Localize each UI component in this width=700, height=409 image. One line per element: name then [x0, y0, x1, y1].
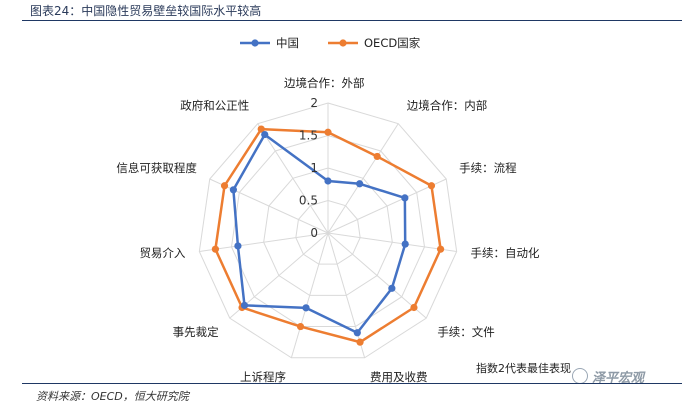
- axis-label: 手续：文件: [437, 325, 495, 339]
- series-point: [211, 245, 220, 253]
- tick-label: 0.5: [299, 194, 318, 208]
- axis-label: 手续：自动化: [471, 246, 540, 260]
- grid-spoke: [199, 232, 329, 252]
- tick-label: 1: [310, 161, 318, 175]
- series-point: [388, 284, 396, 292]
- radar-grid: [198, 102, 458, 359]
- series-point: [220, 182, 229, 190]
- axis-label: 边境合作：外部: [284, 76, 365, 90]
- grid-ring: [198, 102, 458, 359]
- series-point: [229, 186, 237, 194]
- footer-divider: [22, 383, 682, 384]
- series-point: [353, 329, 361, 337]
- axis-label: 事先裁定: [173, 325, 219, 339]
- grid-spoke: [209, 178, 329, 234]
- tick-label: 2: [310, 96, 318, 110]
- axis-label: 政府和公正性: [180, 99, 249, 113]
- series-point: [401, 240, 409, 248]
- grid-ring: [230, 134, 426, 328]
- series-point: [257, 125, 265, 133]
- series-point: [410, 303, 418, 312]
- axis-label: 手续：流程: [459, 161, 517, 175]
- grid-spoke: [290, 232, 329, 358]
- tick-label: 0: [310, 226, 318, 240]
- series-point: [373, 152, 381, 161]
- index-note: 指数2代表最佳表现: [476, 362, 571, 375]
- grid-spoke: [327, 123, 399, 234]
- grid-spoke: [327, 232, 427, 319]
- legend-label: OECD国家: [364, 36, 421, 50]
- series-point: [302, 304, 310, 312]
- grid-ring: [263, 167, 393, 296]
- series-point: [296, 322, 305, 331]
- legend-swatch-marker: [251, 39, 259, 47]
- title-bar: 图表24：中国隐性贸易壁垒较国际水平较高: [22, 0, 682, 21]
- series-point: [261, 130, 269, 139]
- axis-label: 信息可获取程度: [116, 161, 197, 175]
- legend: 中国 OECD国家: [240, 36, 421, 50]
- chart-title: 图表24：中国隐性贸易壁垒较国际水平较高: [30, 4, 262, 18]
- axis-label: 边境合作：内部: [407, 99, 488, 113]
- legend-swatch-marker: [339, 39, 347, 47]
- series-point: [436, 245, 445, 253]
- series-line: [232, 133, 407, 335]
- series-point: [324, 177, 332, 185]
- grid-spoke: [327, 232, 457, 252]
- axis-label: 上诉程序: [240, 370, 286, 384]
- radial-tick-labels: 0 0.5 1 1.5 2: [299, 96, 318, 240]
- legend-label: 中国: [276, 36, 299, 50]
- series-point: [356, 180, 364, 188]
- grid-spoke: [327, 178, 447, 234]
- radar-series: [211, 125, 445, 346]
- series-point: [356, 338, 364, 346]
- watermark-text: 泽平宏观: [592, 370, 645, 386]
- series-point: [401, 194, 409, 202]
- grid-ring: [295, 199, 361, 265]
- series-point: [234, 242, 242, 250]
- series-point: [240, 301, 249, 309]
- grid-spoke: [327, 232, 366, 358]
- tick-label: 1.5: [299, 129, 318, 143]
- title-divider: [22, 20, 682, 21]
- wechat-icon: [572, 368, 588, 384]
- source-note: 资料来源：OECD，恒大研究院: [36, 390, 189, 403]
- series-point: [427, 182, 436, 190]
- series-line: [214, 127, 442, 344]
- series-point: [324, 128, 332, 136]
- axis-label: 费用及收费: [370, 370, 428, 384]
- grid-spoke: [257, 123, 329, 234]
- axis-label: 贸易介入: [139, 246, 185, 260]
